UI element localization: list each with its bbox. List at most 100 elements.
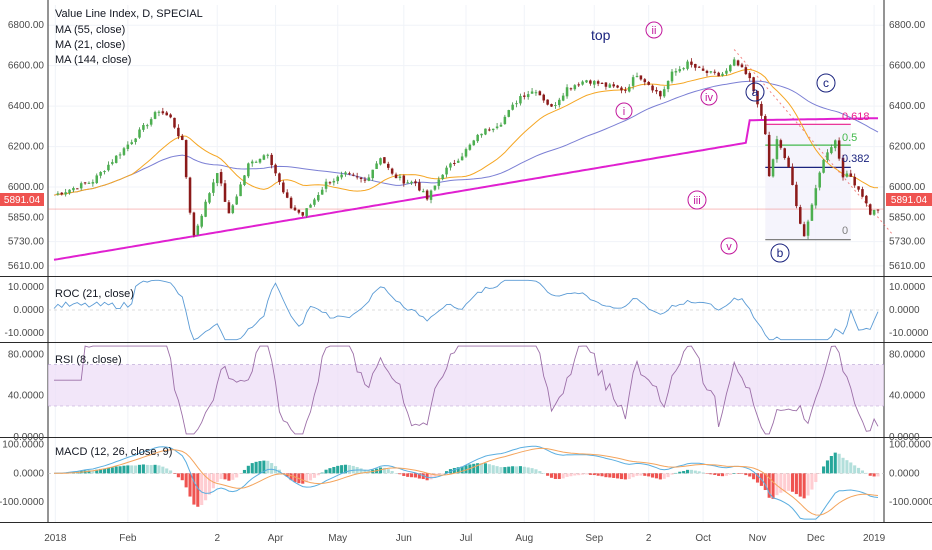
macd-hist-199 (825, 460, 830, 474)
macd-hist-184 (767, 473, 771, 498)
candle-body-199 (826, 152, 829, 160)
macd-hist-71 (328, 468, 332, 474)
candle-body-45 (227, 202, 231, 214)
macd-hist-105 (460, 466, 464, 474)
candle-body-1 (56, 193, 60, 195)
macd-hist-24 (145, 464, 149, 474)
rsi-line (54, 345, 879, 435)
macd-hist-167 (701, 472, 705, 474)
macd-hist-179 (748, 473, 752, 477)
macd-hist-124 (534, 469, 538, 474)
macd-hist-61 (289, 473, 293, 481)
candle-body-207 (857, 186, 860, 190)
candle-body-161 (678, 69, 682, 72)
roc-y-tick-left-2: -10.0000 (5, 328, 45, 339)
roc-pane[interactable] (48, 279, 884, 341)
candle-body-5 (72, 187, 75, 191)
rsi-pane[interactable] (48, 345, 884, 435)
candle-body-90 (402, 175, 406, 184)
candle-body-141 (600, 82, 604, 84)
wave-ii-marker: ii (645, 21, 663, 39)
macd-hist-116 (503, 467, 507, 474)
macd-hist-211 (872, 473, 876, 477)
macd-hist-130 (557, 473, 561, 479)
macd-hist-192 (798, 473, 802, 497)
macd-hist-53 (258, 461, 262, 474)
candle-body-55 (266, 154, 270, 156)
price-y-tick-right-0: 6800.00 (889, 20, 926, 31)
macd-hist-142 (604, 473, 608, 478)
macd-hist-141 (600, 473, 604, 477)
macd-hist-45 (227, 473, 231, 481)
roc-y-tick-right-0: 10.0000 (889, 282, 926, 293)
candle-body-148 (627, 86, 631, 92)
macd-hist-155 (654, 473, 659, 479)
macd-hist-163 (685, 469, 690, 474)
macd-hist-174 (728, 473, 732, 475)
candle-body-69 (320, 189, 324, 195)
macd-hist-98 (433, 473, 437, 478)
macd-hist-12 (99, 468, 103, 474)
macd-hist-164 (689, 469, 693, 474)
candle-body-48 (239, 184, 242, 197)
candle-body-96 (425, 190, 429, 200)
macd-hist-175 (732, 473, 736, 474)
candle-body-8 (83, 182, 87, 184)
candle-body-107 (468, 144, 472, 150)
candle-body-206 (853, 176, 856, 186)
macd-hist-15 (110, 467, 114, 474)
macd-pane[interactable] (48, 445, 884, 520)
candle-body-57 (274, 164, 277, 174)
candle-body-80 (363, 179, 367, 181)
macd-hist-51 (250, 463, 254, 474)
candle-body-175 (732, 59, 736, 66)
macd-hist-49 (242, 469, 247, 474)
macd-hist-162 (682, 471, 686, 474)
rsi-y-tick-right-1: 40.0000 (889, 391, 926, 402)
x-tick-1: Feb (119, 533, 137, 544)
candle-body-143 (608, 84, 612, 88)
candle-body-36 (192, 212, 196, 236)
candle-body-178 (744, 67, 748, 75)
macd-hist-91 (406, 473, 410, 477)
candle-body-27 (157, 111, 161, 113)
macd-hist-152 (643, 473, 647, 476)
fib-0-label: 0 (842, 225, 848, 237)
last-price-left: 5891.04 (4, 195, 41, 206)
macd-hist-195 (810, 473, 814, 490)
candle-body-46 (231, 205, 235, 214)
candle-body-50 (247, 163, 250, 177)
candle-body-131 (561, 95, 565, 101)
candle-body-83 (375, 163, 378, 169)
candle-body-172 (721, 73, 724, 76)
candle-body-52 (254, 161, 258, 163)
candle-body-133 (569, 88, 573, 90)
candle-body-186 (775, 139, 779, 160)
macd-hist-204 (845, 460, 849, 474)
candle-body-142 (604, 82, 608, 87)
candle-body-180 (752, 77, 755, 92)
roc-y-tick-right-2: -10.0000 (889, 328, 929, 339)
macd-hist-212 (876, 473, 880, 477)
macd-hist-134 (573, 473, 577, 476)
price-pane[interactable] (48, 49, 894, 261)
macd-hist-39 (204, 473, 208, 501)
candle-body-193 (802, 224, 806, 237)
macd-hist-17 (118, 466, 122, 474)
macd-hist-67 (312, 473, 316, 478)
candle-body-201 (833, 140, 837, 149)
macd-hist-196 (814, 473, 818, 483)
macd-hist-74 (340, 465, 344, 474)
macd-hist-104 (456, 467, 460, 474)
macd-hist-77 (351, 465, 355, 474)
macd-hist-70 (324, 469, 328, 474)
candle-body-61 (289, 197, 293, 209)
macd-hist-18 (122, 465, 126, 474)
wave-iii-label: iii (693, 195, 700, 207)
macd-hist-148 (627, 473, 631, 479)
candle-body-19 (126, 144, 130, 149)
macd-hist-47 (235, 473, 239, 478)
roc-y-tick-right-1: 0.0000 (889, 305, 920, 316)
candle-body-49 (243, 175, 246, 185)
